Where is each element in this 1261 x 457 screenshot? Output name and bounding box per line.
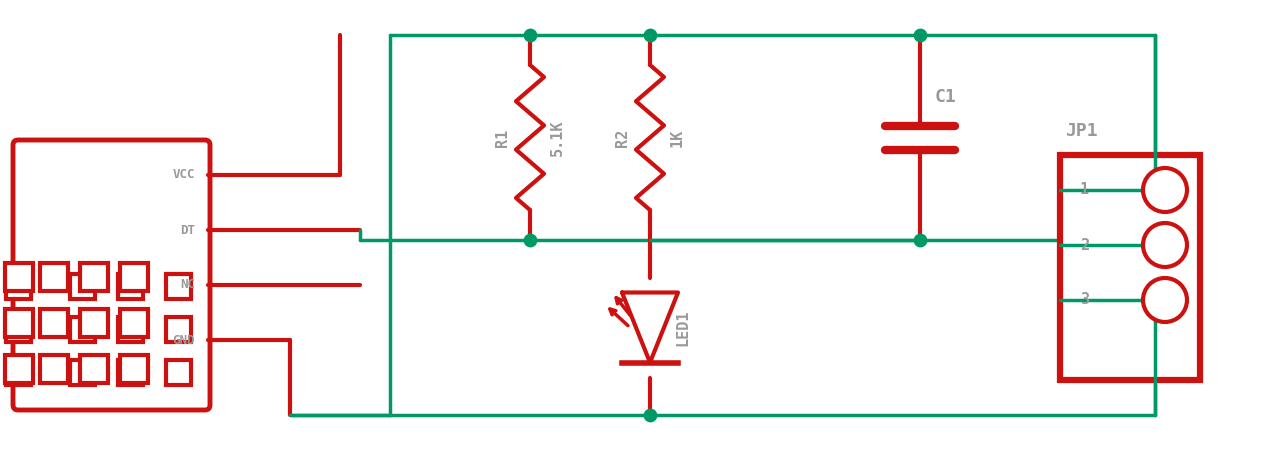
Text: JP1: JP1 xyxy=(1066,122,1097,140)
Point xyxy=(910,236,931,244)
FancyBboxPatch shape xyxy=(6,317,32,342)
Bar xyxy=(79,263,108,291)
Text: NC: NC xyxy=(180,278,195,292)
Text: 5.1K: 5.1K xyxy=(550,119,565,156)
Point xyxy=(520,236,540,244)
Bar xyxy=(1061,155,1200,380)
Circle shape xyxy=(1142,278,1187,322)
Point xyxy=(910,32,931,39)
Point xyxy=(639,411,660,419)
Text: R2: R2 xyxy=(615,128,630,147)
Bar xyxy=(120,309,148,337)
Text: C1: C1 xyxy=(934,89,957,106)
FancyBboxPatch shape xyxy=(166,360,190,385)
Bar xyxy=(120,355,148,383)
Text: DT: DT xyxy=(180,223,195,237)
Text: 1: 1 xyxy=(1079,182,1090,197)
Circle shape xyxy=(1142,223,1187,267)
FancyBboxPatch shape xyxy=(71,317,95,342)
Bar xyxy=(40,309,68,337)
FancyBboxPatch shape xyxy=(166,274,190,299)
Text: LED1: LED1 xyxy=(675,309,690,346)
Point xyxy=(639,32,660,39)
FancyBboxPatch shape xyxy=(119,274,142,299)
Text: VCC: VCC xyxy=(173,169,195,181)
FancyBboxPatch shape xyxy=(6,274,32,299)
Bar xyxy=(5,309,33,337)
Text: R1: R1 xyxy=(496,128,509,147)
Text: 1K: 1K xyxy=(670,128,685,147)
Bar xyxy=(5,355,33,383)
Bar xyxy=(79,309,108,337)
Bar xyxy=(40,355,68,383)
Text: GND: GND xyxy=(173,334,195,346)
FancyBboxPatch shape xyxy=(119,360,142,385)
Bar xyxy=(40,263,68,291)
FancyBboxPatch shape xyxy=(13,140,211,410)
FancyBboxPatch shape xyxy=(166,317,190,342)
FancyBboxPatch shape xyxy=(6,360,32,385)
Bar xyxy=(79,355,108,383)
Bar xyxy=(5,263,33,291)
FancyBboxPatch shape xyxy=(119,317,142,342)
Point xyxy=(520,32,540,39)
Bar xyxy=(120,263,148,291)
FancyBboxPatch shape xyxy=(71,360,95,385)
Circle shape xyxy=(1142,168,1187,212)
Text: 2: 2 xyxy=(1079,238,1090,253)
FancyBboxPatch shape xyxy=(71,274,95,299)
Text: 3: 3 xyxy=(1079,292,1090,308)
